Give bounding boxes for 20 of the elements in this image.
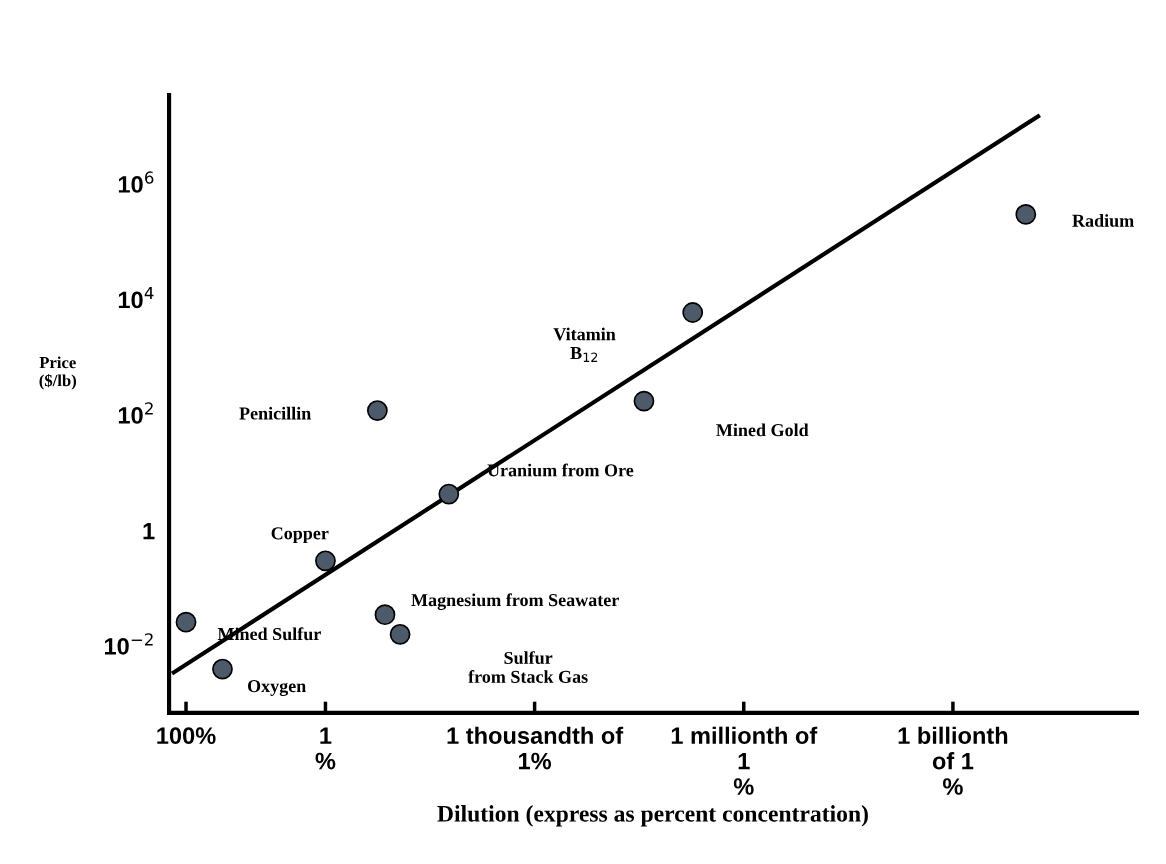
y-tick-label: 1 (143, 522, 155, 540)
y-tick-label: 10$^{4}$ (118, 286, 154, 309)
annotation: Radium (1072, 214, 1134, 227)
y-tick-label: 10$^{−2}$ (104, 633, 153, 655)
x-tick-label: 1 billionth of 1 % (898, 726, 1008, 795)
annotation: Mined Gold (716, 423, 809, 437)
x-tick-label: 1 thousandth of 1% (447, 726, 624, 770)
x-tick-label: 100% (157, 727, 216, 745)
y-tick-label: 10$^{2}$ (118, 402, 153, 424)
y-axis-title: Price ($/lb) (39, 356, 77, 390)
annotation: Oxygen (247, 680, 306, 696)
x-tick-label: 1 millionth of 1 % (671, 726, 818, 795)
annotation: Copper (271, 527, 329, 544)
x-axis-title: Dilution (express as percent concentration) (437, 805, 868, 827)
annotation: Sulfur from Stack Gas (468, 651, 588, 683)
annotation: Vitamin B$_{12}$ (553, 327, 616, 362)
annotation: Penicillin (239, 406, 311, 420)
annotation: Magnesium from Seawater (411, 593, 619, 610)
x-tick-label: 1 % (315, 727, 336, 770)
y-tick-label: 10$^{6}$ (118, 171, 154, 193)
